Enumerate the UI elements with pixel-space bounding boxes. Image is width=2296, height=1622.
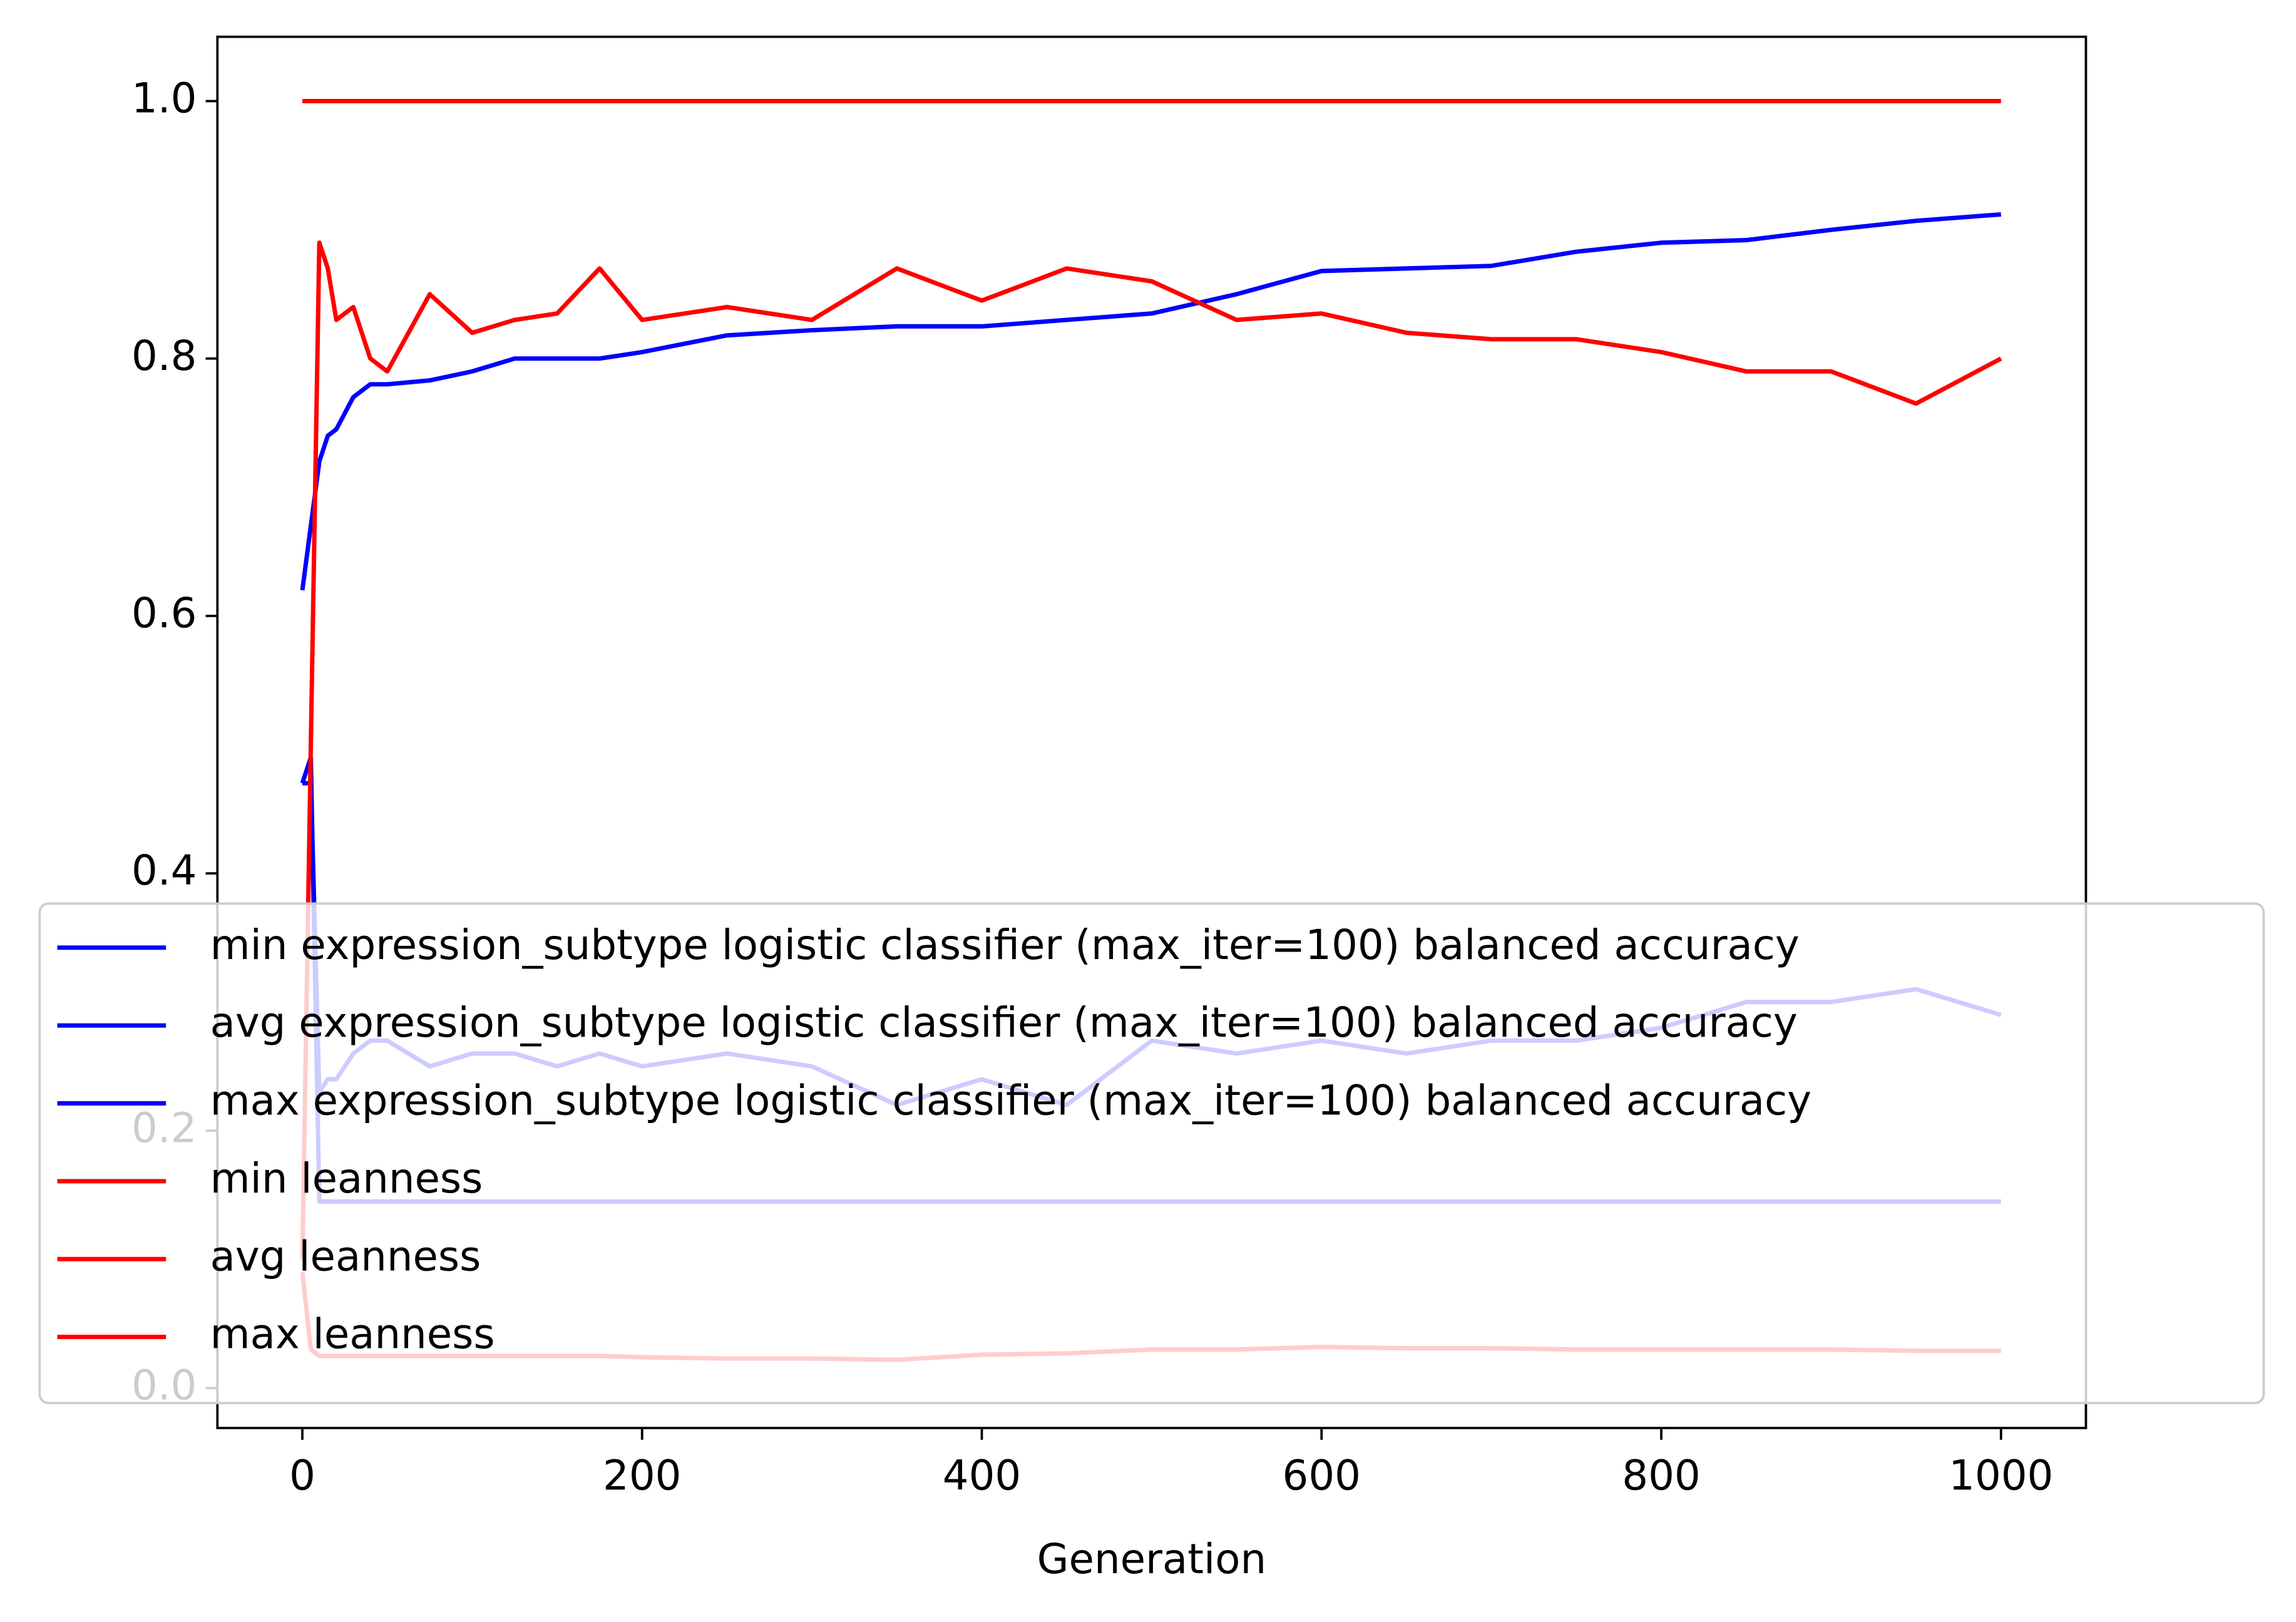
plot-frame xyxy=(216,35,2088,1430)
legend-label: min expression_subtype logistic classifi… xyxy=(210,921,1800,969)
y-tick-label: 1.0 xyxy=(131,75,197,123)
x-tick-label: 1000 xyxy=(1949,1452,2053,1500)
legend-label: avg leanness xyxy=(210,1233,481,1280)
x-tick-label: 600 xyxy=(1283,1452,1361,1500)
x-tick-label: 800 xyxy=(1622,1452,1700,1500)
legend-label: max leanness xyxy=(210,1311,495,1358)
legend-label: avg expression_subtype logistic classifi… xyxy=(210,999,1798,1047)
legend-box xyxy=(38,902,2265,1405)
x-tick-label: 400 xyxy=(943,1452,1021,1500)
x-axis-label: Generation xyxy=(1037,1536,1266,1583)
x-tick-label: 200 xyxy=(603,1452,681,1500)
series-line xyxy=(300,240,2002,1260)
y-tick-label: 0.8 xyxy=(131,332,197,380)
y-tick-label: 0.4 xyxy=(131,847,197,895)
y-tick-label: 0.6 xyxy=(131,590,197,637)
legend-label: min leanness xyxy=(210,1155,483,1203)
x-tick-label: 0 xyxy=(289,1452,315,1500)
series-line xyxy=(300,212,2001,591)
legend-label: max expression_subtype logistic classifi… xyxy=(210,1077,1812,1125)
